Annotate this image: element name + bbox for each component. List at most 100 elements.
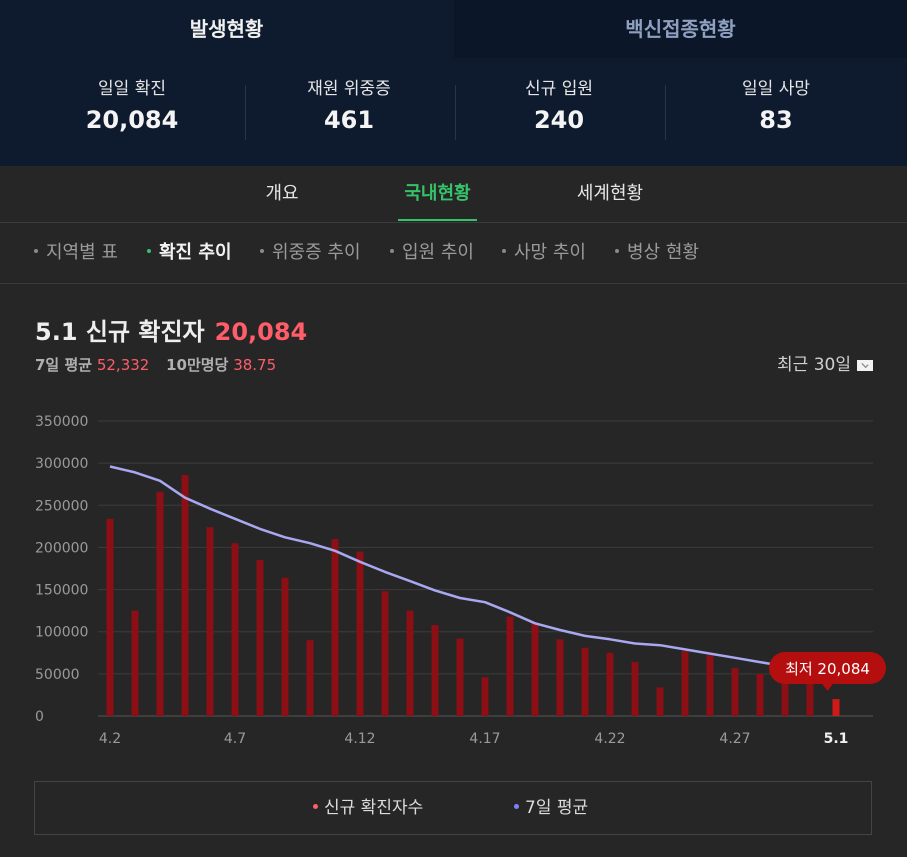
bar-4.26	[706, 655, 714, 716]
x-tick-label: 5.1	[824, 731, 849, 747]
legend-item-avg7[interactable]: 7일 평균	[514, 782, 588, 834]
tooltip-pointer	[821, 683, 834, 691]
bar-4.14	[406, 610, 414, 716]
x-tick-label: 4.17	[469, 731, 500, 747]
x-tick-label: 4.12	[344, 731, 375, 747]
divider	[245, 85, 246, 140]
legend-label: 신규 확진자수	[324, 798, 424, 818]
bar-5.1	[832, 699, 840, 716]
bar-4.17	[481, 677, 489, 716]
sub-nav: 지역별 표 확진 추이 위중증 추이 입원 추이 사망 추이 병상 현황	[0, 223, 907, 284]
tooltip-bubble	[769, 652, 886, 684]
y-tick-label: 200000	[35, 540, 88, 556]
stat-critical: 재원 위중증 461	[236, 76, 462, 134]
subnav-death-trend[interactable]: 사망 추이	[502, 223, 586, 283]
tab-vaccination-status[interactable]: 백신접종현황	[454, 0, 907, 58]
confirmed-chart: 0 50000 100000 150000 200000 250000 300000 3500…	[35, 414, 886, 747]
subnav-label: 확진 추이	[159, 242, 232, 263]
bullet-icon	[615, 249, 619, 253]
avg7-value: 52,332	[96, 356, 150, 374]
bar-4.12	[356, 551, 364, 716]
subnav-critical-trend[interactable]: 위중증 추이	[260, 223, 361, 283]
per100k-label: 10만명당	[166, 356, 229, 374]
y-tick-label: 0	[35, 709, 44, 725]
bar-4.5	[181, 474, 189, 716]
bar-4.13	[381, 591, 389, 716]
stat-value: 83	[759, 106, 793, 134]
bar-4.4	[156, 491, 164, 716]
stats-row: 일일 확진 20,084 재원 위중증 461 신규 입원 240 일일 사망 …	[0, 76, 907, 146]
bar-4.28	[756, 673, 764, 716]
avg7-label: 7일 평균	[35, 356, 93, 374]
bar-4.8	[256, 560, 264, 716]
chart-title: 5.1 신규 확진자	[35, 318, 205, 346]
y-tick-label: 350000	[35, 414, 88, 430]
x-tick-label: 4.27	[719, 731, 750, 747]
bar-4.16	[456, 638, 464, 716]
x-tick-label: 4.7	[224, 731, 246, 747]
bar-4.11	[331, 539, 339, 716]
bar-4.15	[431, 624, 439, 716]
per100k-value: 38.75	[233, 356, 277, 374]
bar-4.9	[281, 577, 289, 716]
chart-subline: 7일 평균 52,332 10만명당 38.75	[35, 354, 288, 375]
avg7-line	[109, 465, 837, 674]
subnav-label: 위중증 추이	[272, 242, 361, 263]
bullet-icon	[502, 249, 506, 253]
bar-4.24	[656, 687, 664, 716]
tab-outbreak-status[interactable]: 발생현황	[189, 17, 264, 41]
bar-4.23	[631, 662, 639, 716]
subnav-label: 입원 추이	[402, 242, 474, 263]
y-tick-label: 150000	[35, 583, 88, 599]
nav-world[interactable]: 세계현황	[576, 183, 644, 204]
stat-value: 20,084	[85, 106, 179, 134]
nav-overview[interactable]: 개요	[265, 183, 299, 204]
divider	[455, 85, 456, 140]
bar-4.10	[306, 640, 314, 716]
active-tab-indicator	[398, 219, 477, 221]
stat-new-admission: 신규 입원 240	[446, 76, 672, 134]
stat-label: 재원 위중증	[307, 79, 391, 99]
chart-legend: 신규 확진자수 7일 평균	[34, 781, 872, 835]
bar-4.27	[731, 667, 739, 716]
y-tick-label: 250000	[35, 498, 88, 514]
bullet-icon	[34, 249, 38, 253]
bullet-icon	[260, 249, 264, 253]
bar-4.7	[231, 543, 239, 716]
chevron-down-icon	[857, 359, 873, 371]
stat-label: 일일 확진	[98, 79, 166, 99]
divider	[665, 85, 666, 140]
x-tick-label: 4.2	[99, 731, 121, 747]
bar-4.6	[206, 527, 214, 716]
bar-4.21	[581, 647, 589, 716]
bar-4.3	[131, 610, 139, 716]
tooltip-text: 최저 20,084	[785, 660, 870, 678]
y-tick-label: 100000	[35, 625, 88, 641]
top-panel: 발생현황 백신접종현황 일일 확진 20,084 재원 위중증 461 신규 입…	[0, 0, 907, 166]
legend-item-confirmed[interactable]: 신규 확진자수	[313, 782, 423, 834]
y-tick-label: 50000	[35, 667, 80, 683]
legend-dot-icon	[514, 803, 519, 809]
period-select[interactable]: 최근 30일	[777, 350, 873, 375]
x-tick-label: 4.22	[594, 731, 625, 747]
subnav-admission-trend[interactable]: 입원 추이	[390, 223, 474, 283]
subnav-label: 병상 현황	[627, 242, 699, 263]
y-tick-label: 300000	[35, 456, 88, 472]
subnav-confirmed-trend[interactable]: 확진 추이	[147, 223, 232, 283]
chart-heading: 5.1 신규 확진자 20,084	[35, 312, 307, 347]
stat-daily-death: 일일 사망 83	[663, 76, 889, 134]
bar-4.2	[106, 518, 114, 716]
main-nav: 개요 국내현황 세계현황	[0, 166, 907, 223]
legend-dot-icon	[313, 803, 318, 809]
period-label: 최근 30일	[777, 355, 851, 375]
nav-domestic[interactable]: 국내현황	[404, 183, 471, 204]
bullet-icon	[147, 249, 151, 253]
bar-4.29	[781, 679, 789, 716]
subnav-region-table[interactable]: 지역별 표	[34, 223, 118, 283]
stat-value: 240	[533, 106, 585, 134]
stat-label: 일일 사망	[742, 79, 810, 99]
subnav-label: 사망 추이	[514, 242, 586, 263]
stat-value: 461	[323, 106, 375, 134]
subnav-bed-status[interactable]: 병상 현황	[615, 223, 699, 283]
top-tabs: 발생현황 백신접종현황	[0, 0, 907, 58]
